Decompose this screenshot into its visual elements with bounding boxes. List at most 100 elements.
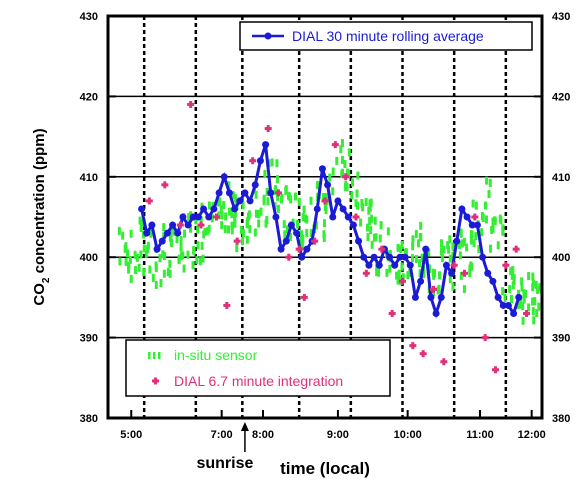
in-situ-point (366, 233, 370, 242)
dial-integration-point (249, 157, 257, 165)
dial-average-point (515, 293, 523, 301)
in-situ-point (289, 195, 293, 204)
y-tick-label-right: 420 (552, 91, 570, 103)
in-situ-point (141, 218, 145, 227)
dial-integration-point (331, 141, 339, 149)
in-situ-point (511, 281, 515, 290)
in-situ-point (471, 199, 475, 208)
in-situ-point (276, 204, 280, 213)
in-situ-point (474, 232, 478, 241)
in-situ-point (331, 167, 335, 176)
in-situ-point (129, 229, 133, 238)
in-situ-point (233, 209, 237, 218)
in-situ-point (276, 192, 280, 201)
legend-top: DIAL 30 minute rolling average (239, 21, 533, 51)
in-situ-point (146, 241, 150, 250)
in-situ-point (144, 249, 148, 258)
in-situ-point (501, 227, 505, 236)
in-situ-point (223, 225, 227, 234)
dial-average-point (396, 253, 404, 261)
in-situ-point (411, 242, 415, 251)
in-situ-point (230, 226, 234, 235)
in-situ-point (339, 145, 343, 154)
dial-average-point (339, 205, 347, 213)
in-situ-point (283, 230, 287, 239)
dial-average-point (458, 205, 466, 213)
in-situ-point (142, 244, 146, 253)
dial-average-point (370, 253, 378, 261)
in-situ-point (245, 235, 249, 244)
in-situ-point (241, 201, 245, 210)
in-situ-point (314, 221, 318, 230)
in-situ-point (440, 247, 444, 256)
in-situ-point (128, 255, 132, 264)
in-situ-point (440, 239, 444, 248)
dial-average-point (220, 173, 228, 181)
in-situ-point (519, 297, 523, 306)
in-situ-point (361, 203, 365, 212)
dial-average-point (494, 293, 502, 301)
dial-integration-point (145, 197, 153, 205)
in-situ-point (448, 275, 452, 284)
dial-average-point (256, 157, 264, 165)
sunrise-annotation: sunrise (196, 422, 253, 472)
in-situ-point (177, 254, 181, 263)
in-situ-point (288, 232, 292, 241)
dial-average-point (184, 221, 192, 229)
legend-insitu-label: in-situ sensor (174, 347, 258, 363)
in-situ-point (516, 301, 520, 310)
in-situ-point (509, 267, 513, 276)
in-situ-point (227, 181, 231, 190)
dial-average-point (473, 221, 481, 229)
in-situ-point (135, 253, 139, 262)
dial-integration-point (342, 173, 350, 181)
dial-average-point (432, 309, 440, 317)
in-situ-point (247, 210, 251, 219)
dial-integration-series (145, 100, 530, 374)
in-situ-point (179, 252, 183, 261)
in-situ-point (159, 279, 163, 288)
in-situ-point (364, 197, 368, 206)
dial-rolling-average-series (138, 141, 523, 319)
in-situ-point (509, 294, 513, 303)
dial-average-point (205, 213, 213, 221)
in-situ-point (396, 243, 400, 252)
in-situ-point (448, 254, 452, 263)
dial-integration-point (352, 213, 360, 221)
in-situ-point (322, 230, 326, 239)
in-situ-point (266, 197, 270, 206)
dial-integration-point (275, 189, 282, 197)
in-situ-point (457, 241, 461, 250)
in-situ-point (487, 190, 491, 199)
dial-integration-point (223, 301, 231, 309)
dial-average-point (287, 221, 295, 229)
in-situ-point (436, 286, 440, 295)
in-situ-point (335, 156, 339, 165)
y-tick-label-left: 400 (80, 252, 98, 264)
in-situ-point (521, 302, 525, 311)
in-situ-point (418, 269, 422, 278)
in-situ-point (162, 269, 166, 278)
in-situ-point (134, 266, 138, 275)
axis-ticks: 380 380 390 390 400 400 410 410 420 420 430 430 5:00… (80, 11, 571, 441)
in-situ-point (527, 303, 531, 312)
dial-integration-point (450, 261, 458, 269)
in-situ-point (195, 255, 199, 264)
in-situ-point (234, 194, 238, 203)
dial-average-point (422, 245, 430, 253)
in-situ-point (322, 193, 326, 202)
dial-average-point (484, 269, 492, 277)
in-situ-point (410, 254, 414, 263)
in-situ-point (254, 190, 258, 199)
in-situ-point (388, 264, 392, 273)
in-situ-point (524, 290, 528, 299)
dial-average-point (225, 189, 233, 197)
dial-average-point (251, 181, 259, 189)
in-situ-point (187, 213, 191, 222)
legend-insitu-marker (158, 352, 161, 359)
in-situ-point (324, 206, 328, 215)
dial-integration-point (419, 350, 427, 358)
in-situ-point (262, 194, 266, 203)
in-situ-point (231, 191, 235, 200)
in-situ-point (154, 281, 158, 290)
